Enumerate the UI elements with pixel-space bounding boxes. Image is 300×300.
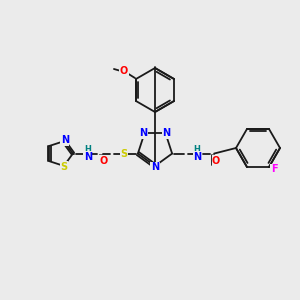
Text: S: S [120,148,128,159]
Text: N: N [140,128,148,138]
Text: N: N [151,162,159,172]
Text: N: N [84,152,92,162]
Text: O: O [100,156,108,166]
Text: N: N [61,135,69,145]
Text: N: N [163,128,171,138]
Text: H: H [84,145,91,154]
Text: S: S [60,162,68,172]
Text: H: H [194,145,201,154]
Text: O: O [212,156,220,166]
Text: N: N [193,152,201,162]
Text: O: O [120,66,128,76]
Text: F: F [271,164,277,174]
